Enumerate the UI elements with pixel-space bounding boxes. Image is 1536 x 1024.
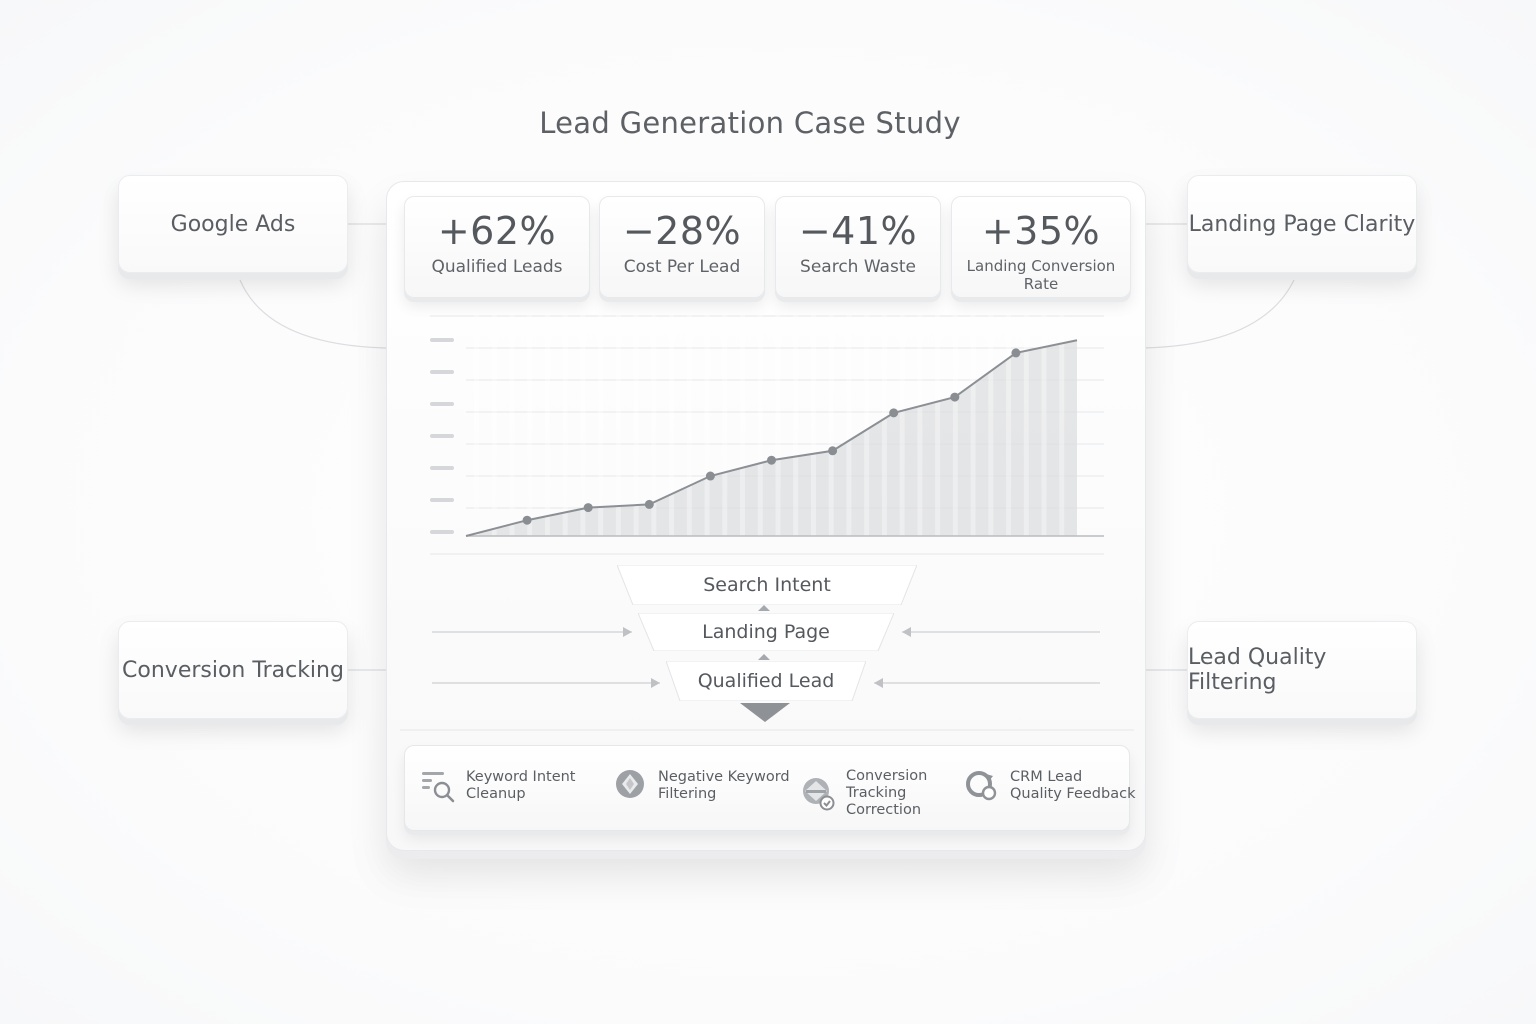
kpi-card-cost-per-lead: −28% Cost Per Lead [599, 196, 765, 298]
kpi-label: Cost Per Lead [623, 257, 741, 277]
kpi-value: +35% [981, 209, 1101, 253]
page-title: Lead Generation Case Study [539, 106, 961, 140]
kpi-value: −28% [622, 209, 742, 253]
funnel-stage-label: Search Intent [703, 574, 831, 596]
tactic-conversion-tracking-correction: Conversion Tracking Correction [800, 768, 927, 819]
kpi-value: −41% [798, 209, 918, 253]
shield-icon [616, 770, 644, 798]
kpi-label: Landing Conversion Rate [966, 257, 1116, 293]
kpi-card-landing-conversion-rate: +35% Landing Conversion Rate [951, 196, 1131, 298]
side-card-google-ads: Google Ads [118, 175, 348, 273]
tactic-crm-lead-quality-feedback: CRM Lead Quality Feedback [964, 768, 1135, 804]
tactic-negative-keyword-filtering: Negative Keyword Filtering [612, 768, 790, 804]
funnel-stage-label: Qualified Lead [697, 670, 835, 692]
tactic-label: Conversion Tracking Correction [846, 768, 928, 818]
kpi-card-search-waste: −41% Search Waste [775, 196, 941, 298]
funnel-stage-shape [666, 661, 866, 701]
kpi-label: Qualified Leads [431, 257, 563, 277]
kpi-label: Search Waste [800, 257, 916, 277]
tactic-label: Keyword Intent Cleanup [466, 769, 576, 802]
side-card-conversion-tracking: Conversion Tracking [118, 621, 348, 719]
funnel-stage-landing-page: Landing Page [638, 613, 894, 651]
side-card-lead-quality-filtering: Lead Quality Filtering [1187, 621, 1417, 719]
funnel-stage-search-intent: Search Intent [617, 565, 917, 605]
funnel-stage-shape [617, 565, 917, 605]
feedback-loop-icon [966, 771, 997, 801]
keyword-search-icon [422, 772, 455, 803]
tactic-label: CRM Lead Quality Feedback [1010, 769, 1136, 802]
side-card-landing-page-clarity: Landing Page Clarity [1187, 175, 1417, 273]
tactic-keyword-intent-cleanup: Keyword Intent Cleanup [420, 768, 576, 804]
tactics-bar [404, 745, 1130, 831]
connector-landing-page-clarity-curve [1143, 279, 1295, 349]
kpi-card-qualified-leads: +62% Qualified Leads [404, 196, 590, 298]
funnel-stage-qualified-lead: Qualified Lead [666, 661, 866, 701]
funnel-stage-shape [638, 613, 894, 651]
connector-google-ads-curve [239, 279, 387, 349]
funnel-stage-label: Landing Page [702, 621, 830, 643]
kpi-value: +62% [437, 209, 557, 253]
tracking-check-icon [803, 777, 835, 810]
tactic-label: Negative Keyword Filtering [658, 769, 790, 802]
